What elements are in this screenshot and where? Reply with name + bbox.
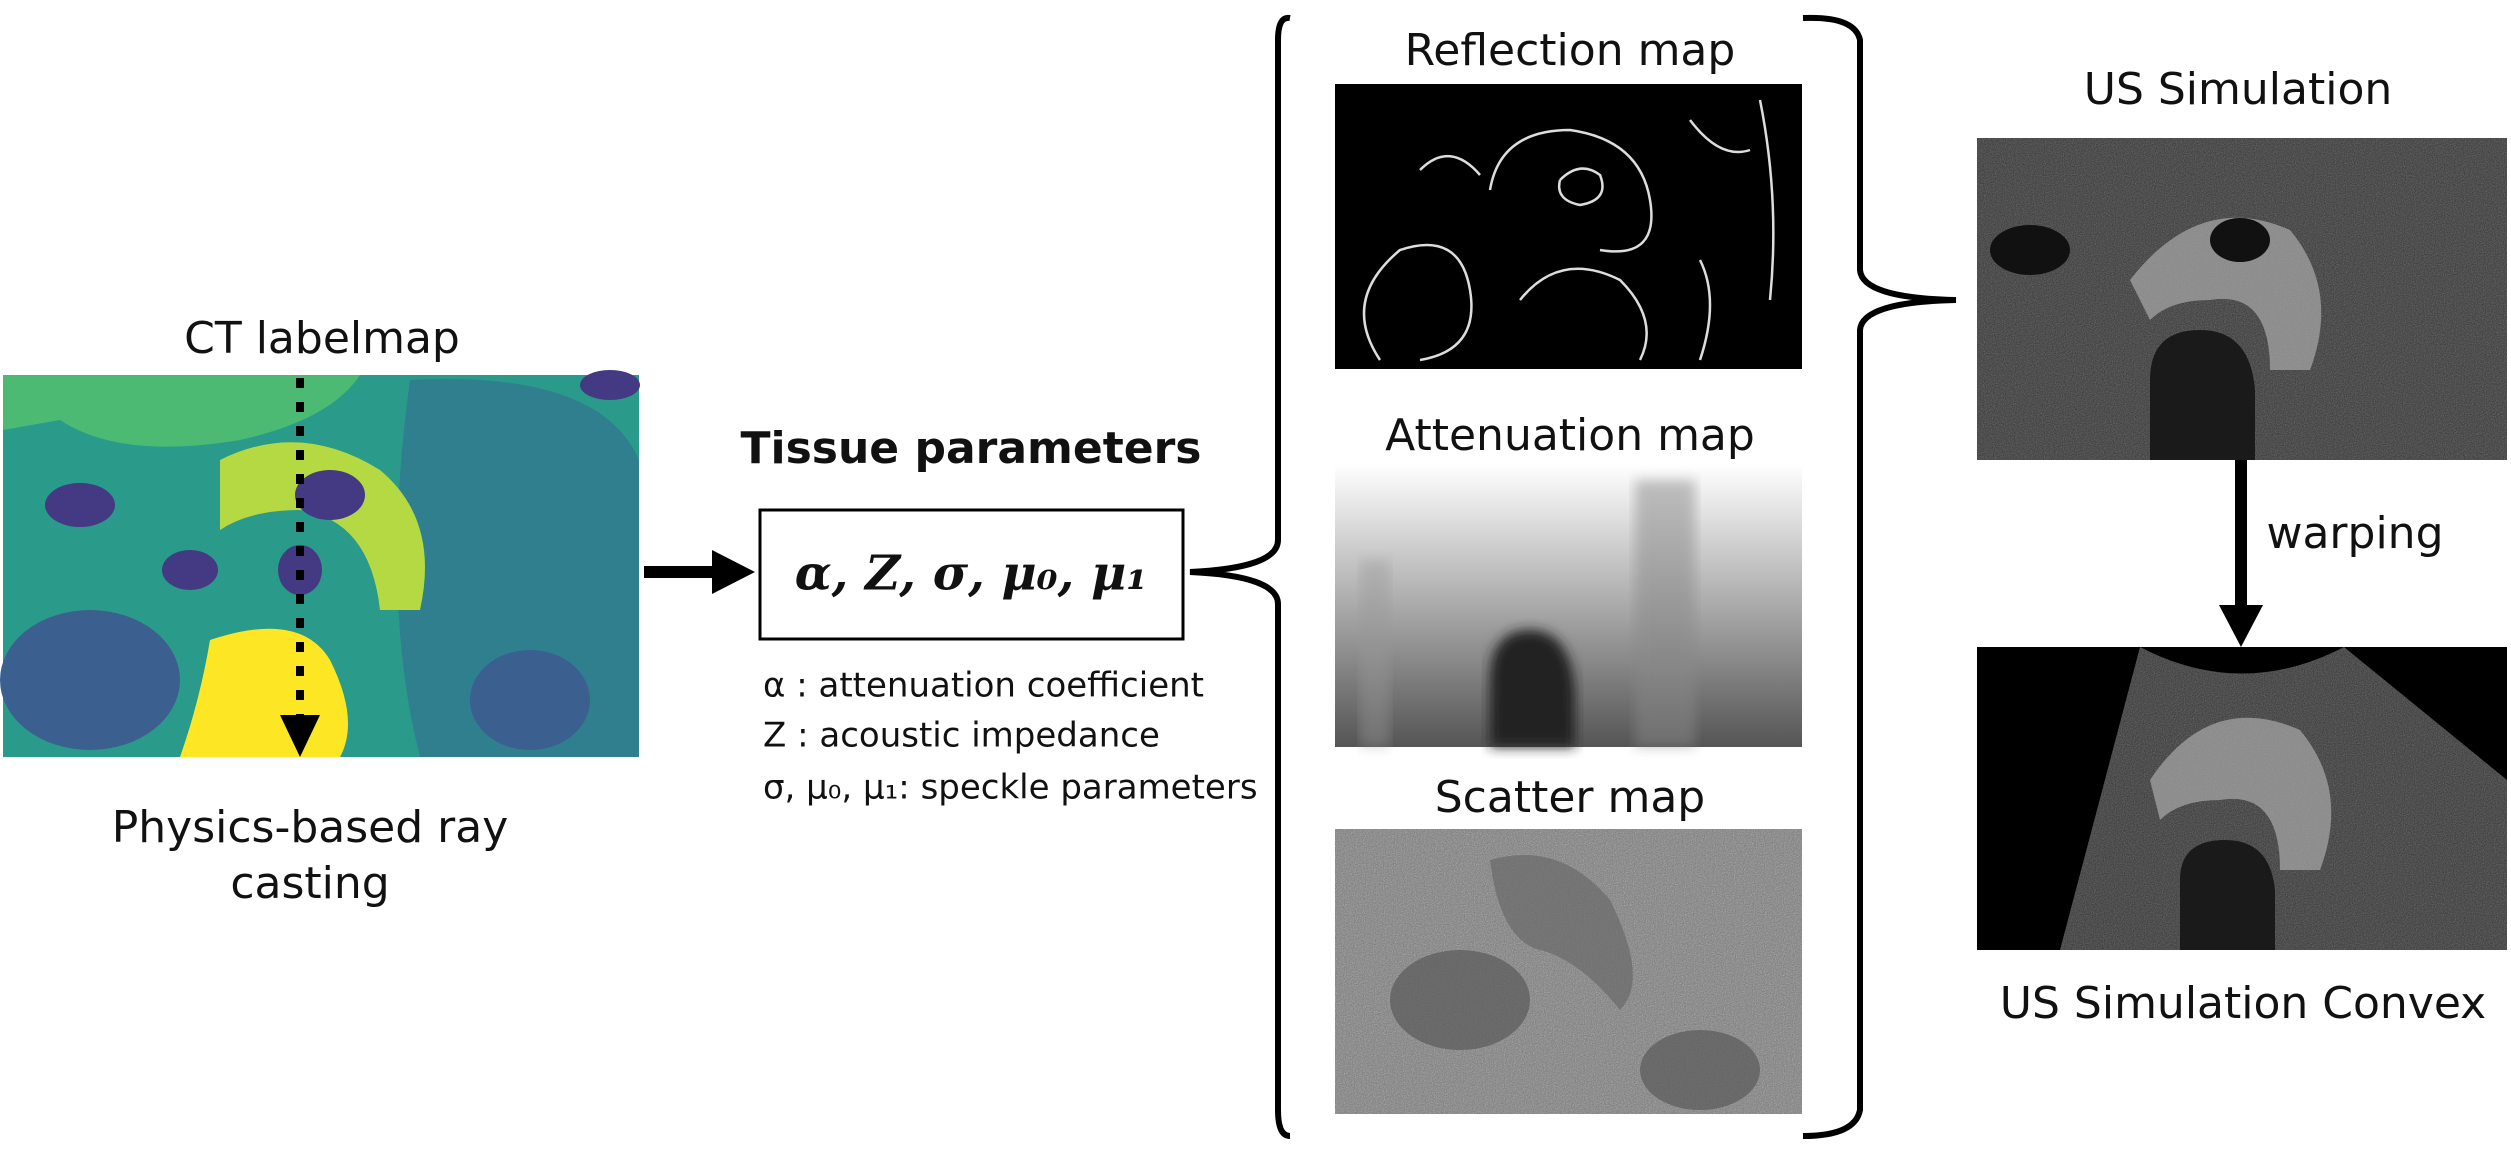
arrow [2219, 460, 2263, 647]
arrow [644, 550, 755, 594]
map-title: Scatter map [1435, 772, 1706, 823]
sim-title: US Simulation [2084, 64, 2393, 115]
legend-line: α : attenuation coefficient [763, 666, 1204, 706]
legend-line: σ, μ₀, μ₁: speckle parameters [763, 768, 1258, 808]
brace [1802, 14, 1957, 1139]
tissue-title: Tissue parameters [741, 423, 1202, 474]
ct-title: CT labelmap [184, 313, 460, 364]
brace [1189, 14, 1291, 1139]
legend-line: Z : acoustic impedance [763, 716, 1160, 756]
sim-image [1977, 138, 2507, 460]
ct-caption: Physics-based ray casting [111, 802, 509, 909]
map-title: Attenuation map [1385, 410, 1755, 461]
scatter-image [1335, 829, 1802, 1114]
arrow-label: warping [2266, 508, 2443, 559]
formula: α, Z, σ, μ₀, μ₁ [795, 546, 1148, 602]
map-title: Reflection map [1405, 25, 1736, 76]
convex-image [1977, 647, 2507, 950]
convex-title: US Simulation Convex [2000, 978, 2486, 1029]
ct-image [0, 370, 640, 757]
param-box [758, 508, 1185, 641]
ct-caption-box: Physics-based ray casting [111, 802, 509, 909]
attenuation-image [1335, 464, 1802, 747]
reflection-image [1335, 84, 1802, 369]
